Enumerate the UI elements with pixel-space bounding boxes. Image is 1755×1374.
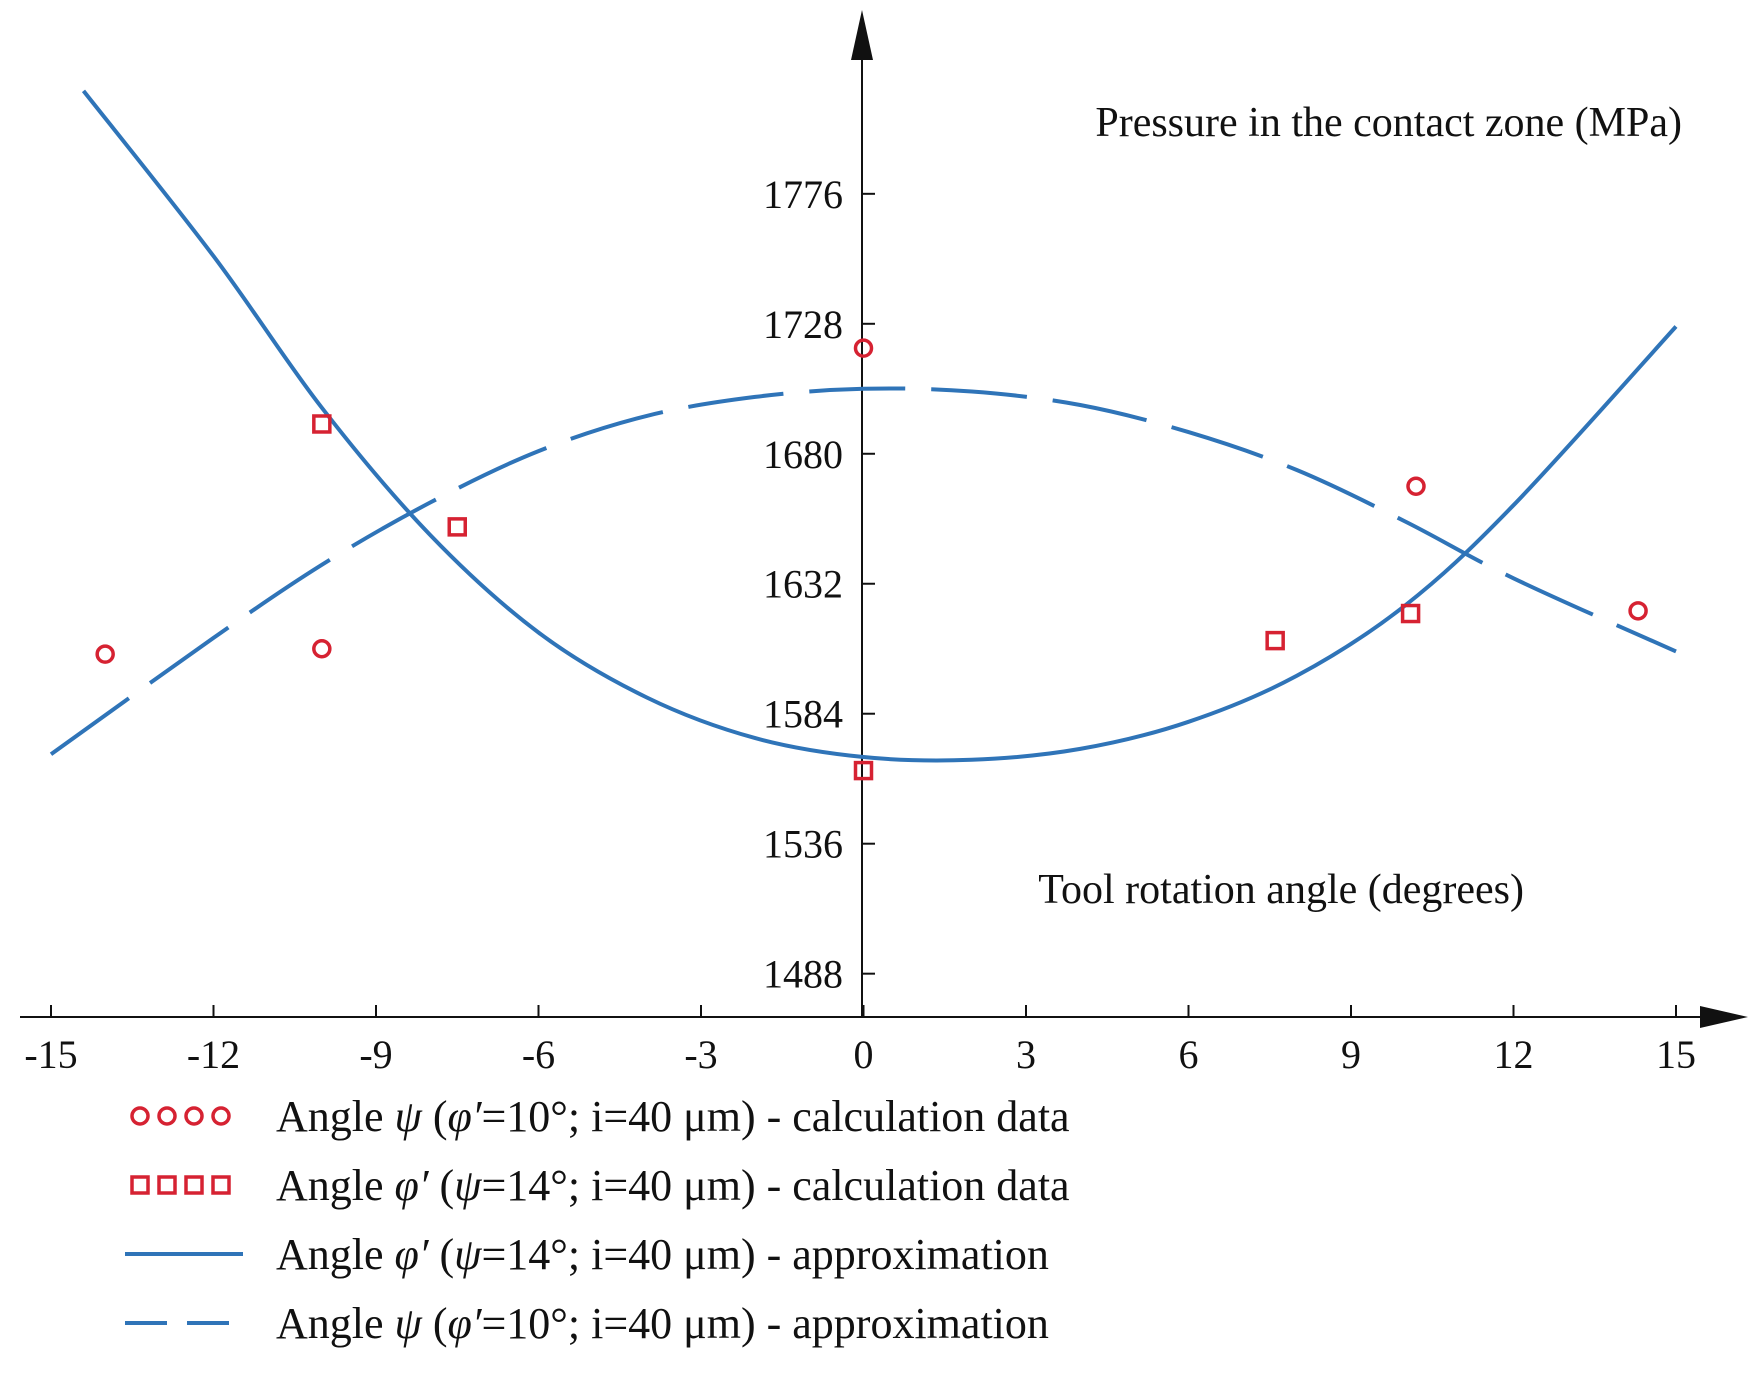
legend-item: Angle ψ (φ′=10°; i=40 μm) - approximatio…: [125, 1299, 1049, 1348]
psi-calculation-point: [95, 644, 115, 664]
y-tick-label: 1584: [763, 692, 843, 737]
phi-calculation-point: [312, 414, 332, 434]
y-tick-label: 1776: [763, 172, 843, 217]
phi-calculation-point: [447, 517, 467, 537]
y-tick-label: 1728: [763, 302, 843, 347]
legend-item: Angle φ′ (ψ=14°; i=40 μm) - calculation …: [130, 1161, 1070, 1210]
x-axis-arrow: [1700, 1006, 1748, 1028]
psi-calculation-point: [312, 638, 332, 659]
x-axis-title: Tool rotation angle (degrees): [1038, 867, 1524, 913]
phi-calculation-point: [1400, 603, 1421, 624]
x-tick-label: 6: [1179, 1032, 1199, 1077]
legend-square-marker: [130, 1175, 150, 1195]
psi-calculation-point: [853, 338, 874, 358]
series-markers: [95, 338, 1648, 781]
legend-label: Angle φ′ (ψ=14°; i=40 μm) - approximatio…: [276, 1230, 1049, 1279]
y-tick-label: 1680: [763, 432, 843, 477]
y-axis-title: Pressure in the contact zone (MPa): [1095, 100, 1682, 146]
psi-approximation-line: [49, 386, 1677, 756]
x-tick-label: -6: [522, 1032, 555, 1077]
y-tick-label: 1536: [763, 822, 843, 867]
y-axis-arrow: [851, 10, 873, 60]
x-tick-label: -9: [359, 1032, 392, 1077]
legend-square-marker: [157, 1175, 177, 1195]
x-tick-label: 9: [1341, 1032, 1361, 1077]
x-tick-label: 3: [1016, 1032, 1036, 1077]
ticks: -15 -12 -9 -6 -3 0 3 6 9 12 15 1488 1536 1584 1632 1680…: [24, 172, 1696, 1077]
legend-circle-marker: [211, 1106, 231, 1126]
phi-approximation-line: [81, 89, 1678, 763]
x-tick-label: -3: [684, 1032, 717, 1077]
psi-calculation-point: [1628, 601, 1648, 621]
x-tick-label: 12: [1494, 1032, 1534, 1077]
legend: Angle ψ (φ′=10°; i=40 μm) - calculation …: [125, 1092, 1070, 1348]
legend-circle-marker: [184, 1106, 204, 1126]
legend-square-marker: [211, 1175, 231, 1195]
x-tick-label: -12: [187, 1032, 240, 1077]
legend-label: Angle φ′ (ψ=14°; i=40 μm) - calculation …: [276, 1161, 1070, 1210]
x-tick-label: 15: [1656, 1032, 1696, 1077]
legend-item: Angle ψ (φ′=10°; i=40 μm) - calculation …: [130, 1092, 1070, 1141]
y-tick-label: 1488: [763, 952, 843, 997]
phi-calculation-point: [1265, 630, 1285, 651]
legend-circle-marker: [157, 1106, 177, 1126]
x-tick-label: 0: [854, 1032, 874, 1077]
legend-square-marker: [184, 1175, 204, 1195]
x-tick-label: -15: [24, 1032, 77, 1077]
series-lines: [49, 89, 1678, 763]
legend-item: Angle φ′ (ψ=14°; i=40 μm) - approximatio…: [125, 1230, 1049, 1279]
legend-label: Angle ψ (φ′=10°; i=40 μm) - approximatio…: [276, 1299, 1049, 1348]
psi-calculation-point: [1406, 476, 1426, 497]
y-tick-label: 1632: [763, 562, 843, 607]
legend-label: Angle ψ (φ′=10°; i=40 μm) - calculation …: [276, 1092, 1070, 1141]
phi-calculation-point: [853, 760, 874, 781]
legend-circle-marker: [130, 1106, 150, 1126]
